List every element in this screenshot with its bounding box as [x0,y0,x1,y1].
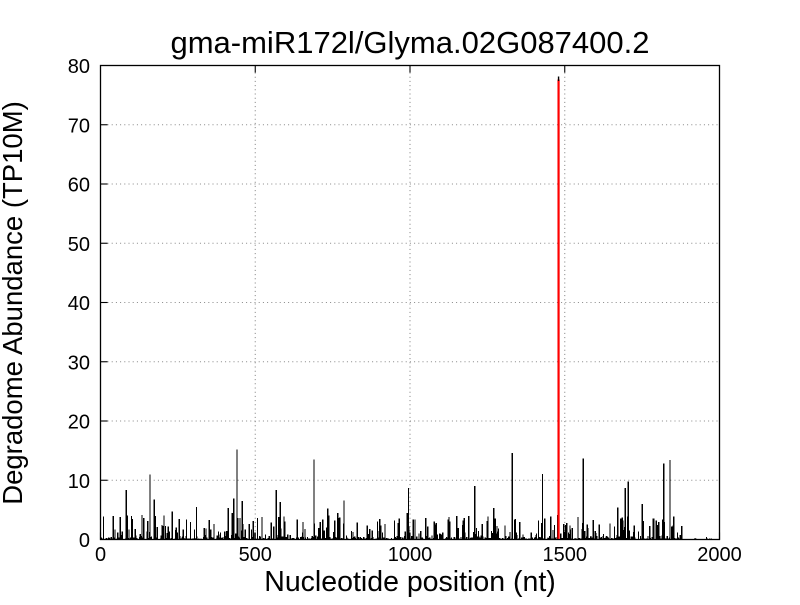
svg-text:70: 70 [68,115,90,137]
svg-text:50: 50 [68,234,90,256]
svg-text:2000: 2000 [697,544,742,566]
svg-text:80: 80 [68,56,90,78]
svg-text:Nucleotide position (nt): Nucleotide position (nt) [264,566,556,598]
svg-text:1500: 1500 [543,544,588,566]
svg-text:Degradome Abundance (TP10M): Degradome Abundance (TP10M) [0,101,28,505]
svg-text:20: 20 [68,412,90,434]
svg-text:60: 60 [68,175,90,197]
svg-text:40: 40 [68,293,90,315]
svg-text:1000: 1000 [388,544,433,566]
svg-text:gma-miR172l/Glyma.02G087400.2: gma-miR172l/Glyma.02G087400.2 [170,25,649,60]
svg-text:0: 0 [79,530,90,552]
svg-text:10: 10 [68,471,90,493]
svg-text:30: 30 [68,352,90,374]
svg-text:0: 0 [95,544,106,566]
svg-text:500: 500 [239,544,272,566]
